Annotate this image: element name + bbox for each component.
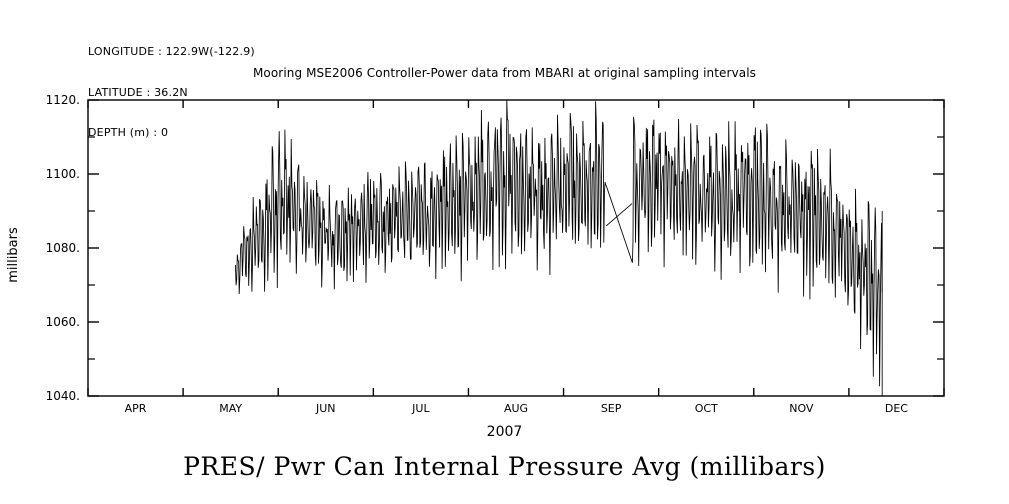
x-tick-label: OCT [695,402,718,415]
x-tick-label: DEC [885,402,908,415]
x-tick-label: NOV [789,402,814,415]
x-tick-label: JUL [411,402,430,415]
x-axis-title: 2007 [486,424,523,440]
data-gap-connector [606,203,633,227]
y-tick-label: 1040. [46,389,80,403]
y-tick-label: 1120. [46,93,80,107]
x-axis-ticks: APR MAY JUN JUL AUG SEP OCT NOV DEC [87,100,945,415]
x-tick-label: MAY [219,402,242,415]
data-series-group [234,99,883,396]
x-tick-label: AUG [504,402,528,415]
y-axis-ticks: 1040. 1060. 1080. 1100. 1120. [46,93,944,403]
chart-title: Mooring MSE2006 Controller-Power data fr… [252,66,757,80]
longitude-label: LONGITUDE : 122.9W(-122.9) [88,45,255,58]
figure-caption: PRES/ Pwr Can Internal Pressure Avg (mil… [183,452,826,481]
x-tick-label: JUN [315,402,336,415]
x-tick-label: SEP [601,402,622,415]
x-tick-label: APR [125,402,147,415]
latitude-label: LATITUDE : 36.2N [88,85,188,99]
y-tick-label: 1100. [46,167,80,181]
y-tick-label: 1060. [46,315,80,329]
data-series-line [234,99,883,387]
y-tick-label: 1080. [46,241,80,255]
station-metadata: LONGITUDE : 122.9W(-122.9) LATITUDE : 36… [88,18,255,167]
plot-frame [87,99,945,397]
depth-label: DEPTH (m) : 0 [88,126,169,139]
